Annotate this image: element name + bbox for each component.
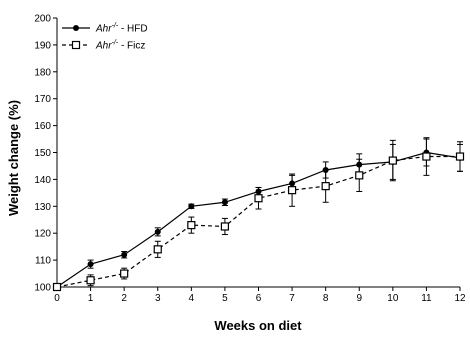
series-layer: [52, 137, 465, 292]
legend: Ahr-/- - HFD Ahr-/- - Ficz: [62, 23, 148, 52]
y-tick-label: 100: [34, 283, 51, 294]
x-tick-label: 10: [387, 293, 399, 304]
series-2: [52, 137, 465, 292]
data-point: [422, 152, 431, 161]
data-point: [355, 171, 364, 180]
data-point: [254, 194, 263, 203]
series-line: [56, 155, 460, 288]
y-tick-label: 130: [34, 202, 51, 213]
x-ticks: 0 1 2 3 4 5 6 7 8 9 10 11 12: [54, 287, 466, 304]
x-tick-label: 11: [421, 293, 432, 304]
data-point: [52, 282, 62, 292]
x-tick-label: 7: [289, 293, 295, 304]
x-tick-label: 3: [155, 293, 161, 304]
x-tick-label: 2: [121, 293, 127, 304]
data-point: [187, 221, 196, 230]
data-point: [87, 261, 94, 268]
legend-marker: [71, 40, 81, 50]
x-tick-label: 8: [323, 293, 329, 304]
data-point: [321, 182, 330, 191]
y-tick-label: 170: [34, 94, 51, 105]
x-tick-label: 0: [54, 293, 60, 304]
data-point: [121, 251, 128, 258]
y-ticks: 100 110 120 130 140 150 160 170 180 190 200: [34, 14, 57, 294]
y-tick-label: 190: [34, 40, 51, 51]
data-point: [153, 245, 162, 254]
y-tick-label: 110: [35, 256, 51, 267]
x-axis-title: Weeks on diet: [214, 318, 302, 333]
y-axis-title: Weight change (%): [6, 100, 21, 216]
y-tick-label: 160: [34, 121, 51, 132]
x-tick-label: 4: [189, 293, 195, 304]
y-tick-label: 200: [34, 14, 51, 25]
data-point: [287, 186, 297, 195]
legend-marker: [73, 25, 79, 31]
x-tick-label: 5: [222, 293, 228, 304]
data-point: [220, 222, 230, 231]
y-tick-label: 120: [34, 229, 51, 240]
y-tick-label: 180: [34, 67, 51, 78]
data-point: [221, 199, 228, 206]
legend-label: Ahr-/- - HFD: [95, 23, 148, 35]
x-tick-label: 12: [454, 293, 466, 304]
data-point: [120, 269, 129, 278]
axes: [56, 18, 460, 288]
series-1: [54, 138, 463, 290]
series-line: [56, 151, 461, 288]
data-point: [388, 156, 397, 165]
x-tick-label: 1: [88, 293, 94, 304]
legend-label: Ahr-/- - Ficz: [95, 40, 145, 52]
data-point: [188, 203, 195, 210]
y-tick-label: 150: [34, 148, 51, 159]
y-tick-label: 140: [34, 175, 51, 186]
data-point: [86, 276, 95, 285]
x-tick-label: 9: [356, 293, 362, 304]
x-tick-label: 6: [256, 293, 262, 304]
data-point: [154, 228, 161, 235]
data-point: [455, 152, 465, 161]
